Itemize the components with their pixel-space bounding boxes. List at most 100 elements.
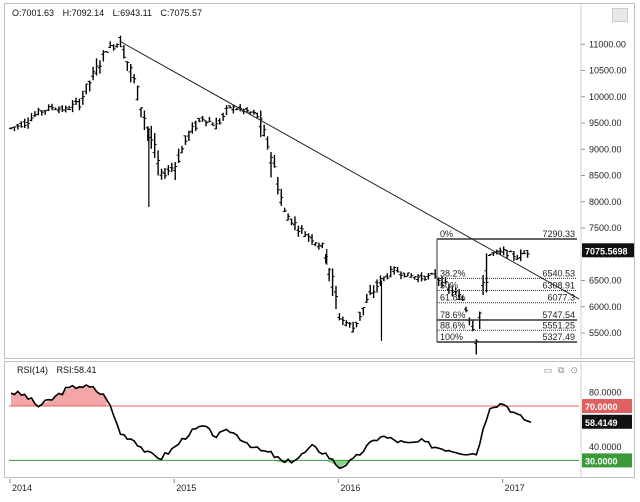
ohlc-bar (101, 50, 106, 62)
ohlc-bar (56, 106, 61, 114)
ohlc-bar (467, 317, 472, 326)
ohlc-bar (344, 320, 349, 327)
rsi-chart[interactable]: 80.0000 40.0000 70.0000 58.4149 30.0000 (5, 362, 634, 477)
restore-icon[interactable]: ⧉ (558, 365, 565, 375)
ohlc-bar (15, 123, 20, 130)
ohlc-bar (385, 273, 390, 280)
ohlc-bar (412, 276, 417, 280)
ohlc-bar (429, 272, 434, 275)
fib-level-value: 5327.49 (542, 332, 575, 342)
ohlc-bar (347, 322, 352, 328)
ohlc-bar (460, 295, 465, 302)
ohlc-bar (296, 225, 301, 237)
ohlc-bar (132, 74, 137, 84)
ohlc-bar (60, 105, 65, 112)
ohlc-bar (310, 234, 315, 245)
ohlc-bar (70, 100, 75, 113)
ohlc-bar (334, 285, 338, 310)
ohlc-bar (364, 293, 369, 303)
fib-level-pct: 61.8% (440, 293, 466, 303)
price-chart[interactable]: 11000.00 10500.00 10000.00 9500.00 9000.00 85… (5, 4, 634, 358)
price-tick-label: 10000.00 (589, 92, 627, 102)
rsi-value: RSI:58.41 (56, 365, 97, 375)
ohlc-bar (118, 35, 123, 48)
ohlc-bar (395, 266, 400, 273)
ohlc-bar (26, 117, 31, 129)
ohlc-bar (446, 283, 451, 294)
ohlc-bar (125, 61, 130, 72)
ohlc-bar (279, 188, 284, 206)
rsi-panel[interactable]: RSI(14) RSI:58.41 ▭ ⧉ ⊙ 80.0000 40.0000 70… (4, 361, 635, 478)
ohlc-bar (197, 117, 202, 123)
ohlc-bar (139, 107, 143, 118)
ohlc-bar (152, 133, 157, 158)
ohlc-bar (162, 167, 167, 179)
ohlc-bar (299, 225, 304, 234)
date-tick-label: 2015 (176, 483, 196, 493)
ohlc-bar (128, 64, 133, 83)
ohlc-bar (511, 251, 516, 261)
rsi-lower-label-box (582, 453, 632, 468)
ohlc-bar (104, 51, 109, 53)
ohlc-bar (292, 216, 297, 231)
ohlc-bar (286, 213, 291, 221)
fib-level-pct: 78.6% (440, 310, 466, 320)
ohlc-bar (453, 287, 458, 296)
ohlc-bar (361, 307, 366, 316)
ohlc-bar (515, 254, 520, 260)
ohlc-bar (375, 279, 380, 293)
ohlc-bars (9, 35, 530, 355)
rsi-current-label: 58.4149 (585, 418, 618, 428)
fib-level-pct: 88.6% (440, 320, 466, 330)
ohlc-bar (470, 319, 475, 332)
scale-tab[interactable] (612, 8, 628, 22)
rsi-oversold-fill (325, 460, 354, 468)
current-price-box (582, 243, 634, 258)
ohlc-bar (50, 103, 55, 111)
rsi-upper-label-box (582, 399, 632, 413)
ohlc-bar (505, 249, 510, 259)
ohlc-bar (313, 242, 318, 247)
ohlc-bar (22, 118, 27, 128)
ohlc-bar (231, 104, 236, 114)
rsi-overbought-fill (11, 385, 107, 406)
ohlc-bar (306, 233, 311, 242)
ohlc-bar (166, 165, 171, 176)
rsi-upper-label: 70.0000 (585, 402, 618, 412)
ohlc-bar (522, 250, 527, 255)
maximize-icon[interactable]: ▭ (543, 365, 553, 375)
ohlc-bar (9, 127, 13, 130)
ohlc-bar (422, 275, 427, 281)
price-chart-panel[interactable]: O:7001.63 H:7092.14 L:6943.11 C:7075.57 … (4, 3, 635, 359)
date-tick-label: 2016 (340, 483, 360, 493)
date-tick-label: 2017 (505, 483, 525, 493)
ohlc-bar (409, 273, 414, 278)
ohlc-bar (63, 105, 68, 113)
ohlc-bar (84, 83, 89, 95)
ohlc-bar (204, 120, 208, 127)
ohlc-bar (12, 126, 17, 132)
ohlc-bar (381, 276, 386, 282)
ohlc-bar (525, 249, 530, 258)
ohlc-bar (320, 242, 325, 249)
fib-level-pct: 100% (440, 332, 463, 342)
ohlc-bar (67, 105, 72, 111)
ohlc-bar (327, 267, 332, 282)
ohlc-bar (221, 112, 226, 121)
ohlc-bar (501, 246, 506, 256)
ohlc-bar (303, 231, 308, 238)
ohlc-bar (351, 321, 356, 333)
ohlc-bar (74, 97, 78, 105)
ohlc-bar (159, 168, 164, 180)
ohlc-bar (289, 218, 294, 226)
ohlc-bar (32, 111, 37, 118)
rsi-lower-label: 30.0000 (585, 456, 618, 466)
close-panel-icon[interactable]: ⊙ (570, 365, 578, 375)
ohlc-bar (245, 107, 250, 113)
fib-level-value: 5747.54 (542, 310, 575, 320)
ohlc-bar (46, 104, 51, 112)
current-price-label: 7075.5698 (585, 246, 628, 256)
ohlc-bar (357, 311, 362, 321)
ohlc-bar (19, 121, 24, 128)
panel-controls: ▭ ⧉ ⊙ (544, 365, 579, 376)
